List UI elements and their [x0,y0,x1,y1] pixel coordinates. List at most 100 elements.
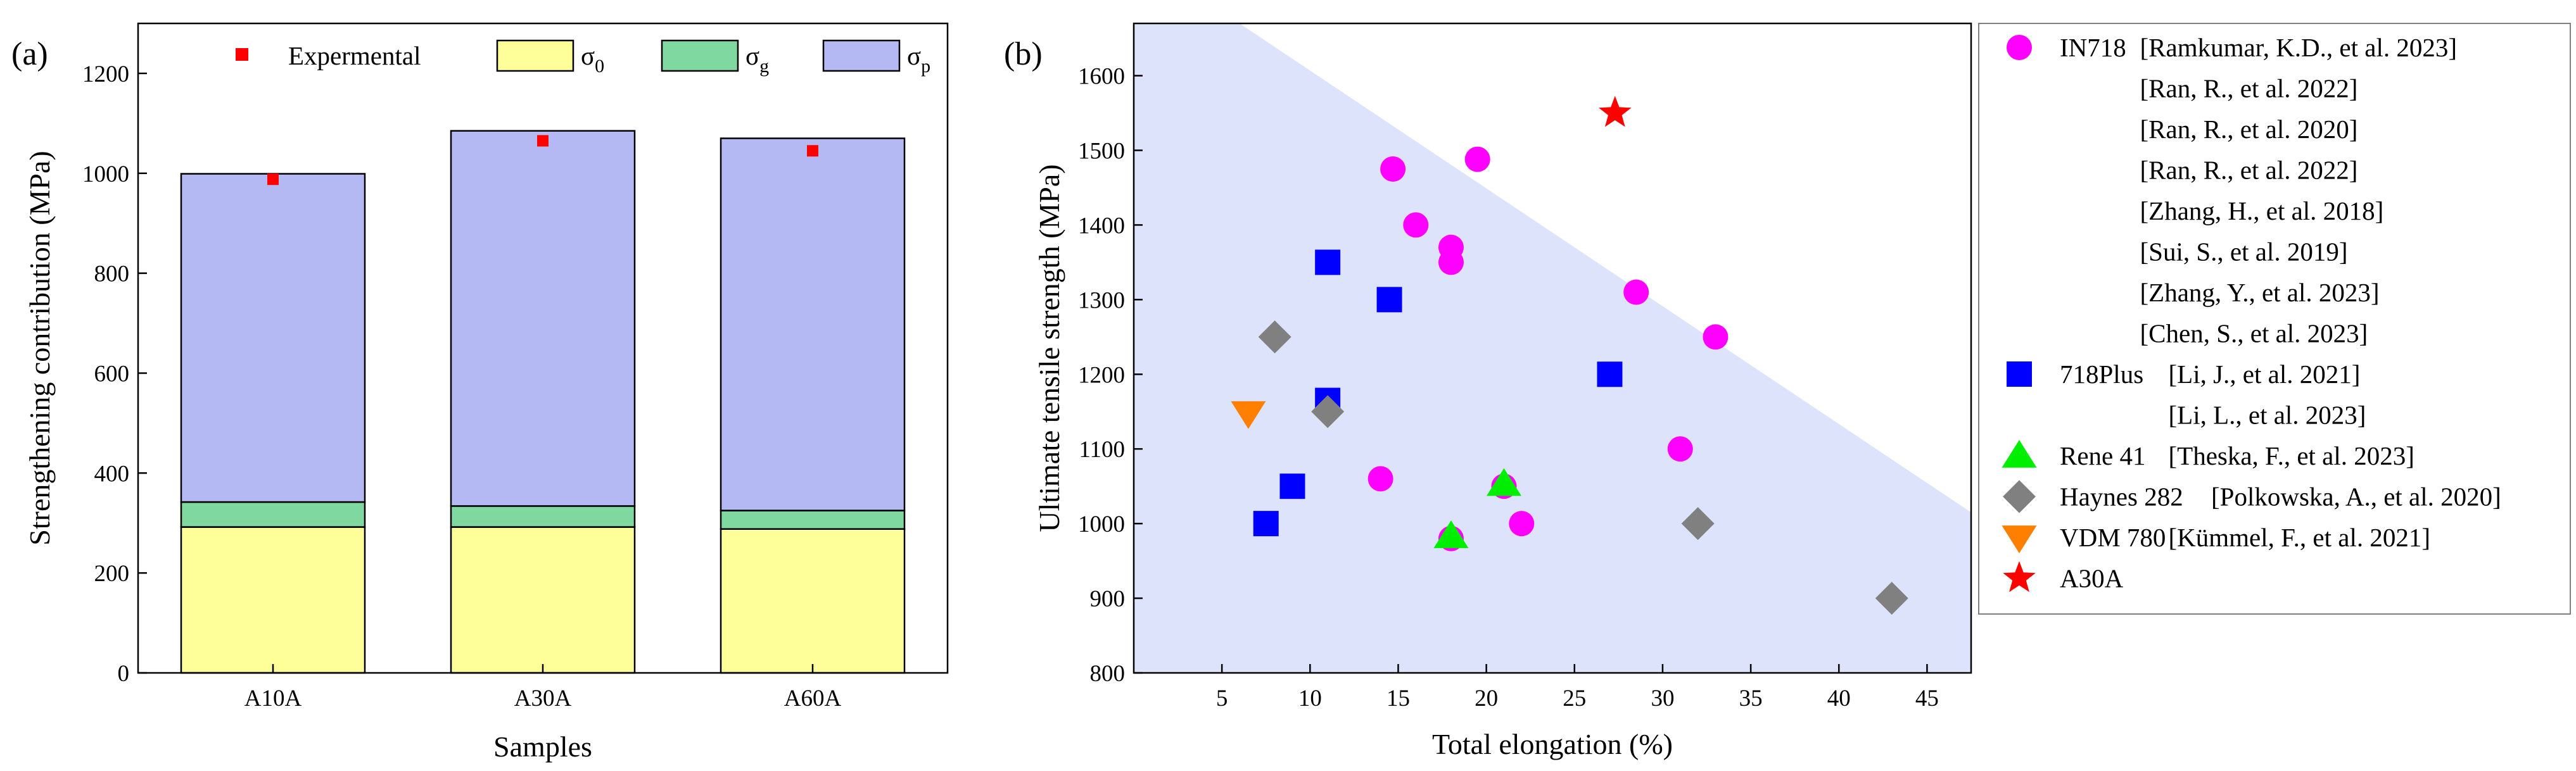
legend-marker-experimental [236,48,248,61]
panel-label-a: (a) [11,36,48,72]
legend-ref: [Ran, R., et al. 2022] [2140,74,2358,103]
y-tick-label: 1100 [1079,437,1125,463]
experimental-marker [807,145,818,157]
legend-ref: [Li, L., et al. 2023] [2169,401,2366,430]
legend-swatch [496,39,574,72]
y-tick-label: 400 [94,461,130,487]
legend-marker-diamond [2003,480,2036,513]
legend-ref: [Polkowska, A., et al. 2020] [2211,482,2501,511]
legend-ref: [Zhang, Y., et al. 2023] [2140,278,2380,307]
x-tick-label: 20 [1475,686,1498,711]
bar-segment [720,510,906,530]
x-tick-label: 25 [1563,686,1586,711]
data-point-circle [1367,466,1393,492]
data-point-circle [1403,212,1429,238]
y-tick-label: 800 [94,261,130,287]
x-axis-title-b: Total elongation (%) [1432,728,1673,760]
legend-label: σ0 [581,41,604,77]
data-point-circle [1703,324,1729,350]
legend-box-b [1978,23,2571,615]
x-tick-label: 45 [1915,686,1939,711]
y-tick-label: 800 [1090,661,1126,687]
y-tick-label: 600 [94,361,130,387]
y-tick-label: 1400 [1078,213,1125,239]
y-axis-title-b: Ultimate tensile strength (MPa) [1033,164,1065,532]
legend-marker-square [2007,361,2032,387]
x-tick-label: 40 [1827,686,1851,711]
legend-ref: [Ran, R., et al. 2020] [2140,115,2358,144]
y-tick-label: 1200 [82,61,129,87]
bar-segment [180,501,366,528]
data-point-circle [1509,511,1535,537]
legend-series-name: IN718 [2060,33,2126,62]
chart-b: (b) 800 900 1000 1100 1200 1300 1400 1500 1600 5 10… [1004,22,2571,760]
legend-label: σp [907,41,930,77]
y-tick-label: 1200 [1078,362,1125,388]
bar-segment [720,528,906,674]
bar-segment [180,526,366,674]
data-point-square [1315,249,1341,275]
y-tick-label: 1300 [1078,287,1125,313]
legend-ref: [Ramkumar, K.D., et al. 2023] [2140,33,2458,62]
legend-series-name: Haynes 282 [2060,482,2183,511]
legend-ref: [Theska, F., et al. 2023] [2169,441,2414,470]
x-tick-label: 10 [1298,686,1322,711]
legend-marker-star [2003,561,2036,592]
y-tick-label: 0 [118,661,130,687]
x-tick-label: 15 [1386,686,1410,711]
experimental-marker [267,173,279,185]
data-point-square [1597,361,1623,387]
x-tick-label: 30 [1651,686,1674,711]
data-point-diamond [1311,395,1345,429]
data-point-square [1253,511,1279,537]
legend-label-experimental: Expermental [288,41,421,70]
legend-label: σg [746,41,769,77]
legend-marker-triangle-down [2002,525,2037,553]
legend-ref: [Zhang, H., et al. 2018] [2140,196,2384,225]
data-point-triangle-down [1231,401,1266,429]
legend-ref: [Chen, S., et al. 2023] [2140,319,2368,348]
data-point-circle [1667,436,1693,462]
data-point-diamond [1681,507,1715,541]
x-tick-label: A10A [244,686,302,711]
bar-segment [180,173,366,503]
data-point-diamond [1258,320,1291,354]
chart-a: (a) 0 200 400 600 800 1000 1200 A10A A30A A60A Samp… [11,22,949,763]
y-tick-label: 1000 [1078,511,1125,537]
legend-ref: [Ran, R., et al. 2022] [2140,156,2358,185]
data-point-triangle-up [1486,468,1521,496]
data-point-circle [1380,156,1406,182]
data-point-triangle-up [1433,520,1469,548]
shaded-region [1134,23,1971,673]
bar-segment [450,505,636,528]
legend-marker-triangle-up [2002,440,2037,468]
data-point-circle [1623,279,1649,305]
y-tick-label: 900 [1090,586,1126,612]
y-tick-label: 1600 [1078,64,1125,90]
legend-swatch [661,39,739,72]
bar-segment [450,526,636,674]
y-tick-label: 200 [94,561,130,587]
data-point-circle [1438,249,1464,275]
x-tick-label: A60A [784,686,842,711]
legend-swatch [822,39,901,72]
data-point-star [1599,96,1632,127]
legend-ref: [Sui, S., et al. 2019] [2140,237,2348,266]
plot-frame-b [1133,22,1972,674]
bar-segment [450,130,636,507]
data-point-square [1376,287,1402,313]
data-point-square [1279,473,1305,499]
bar-segment [720,137,906,511]
legend-series-name: 718Plus [2060,360,2143,389]
data-point-diamond [1875,582,1908,615]
legend-series-name: VDM 780 [2060,523,2166,552]
legend-marker-circle [2007,35,2032,60]
experimental-marker [537,135,549,147]
x-tick-label: A30A [514,686,572,711]
y-tick-label: 1500 [1078,138,1125,164]
data-point-circle [1464,146,1490,172]
legend-ref: [Kümmel, F., et al. 2021] [2169,523,2430,552]
x-axis-title-a: Samples [493,730,592,763]
legend-series-name: Rene 41 [2060,441,2146,470]
